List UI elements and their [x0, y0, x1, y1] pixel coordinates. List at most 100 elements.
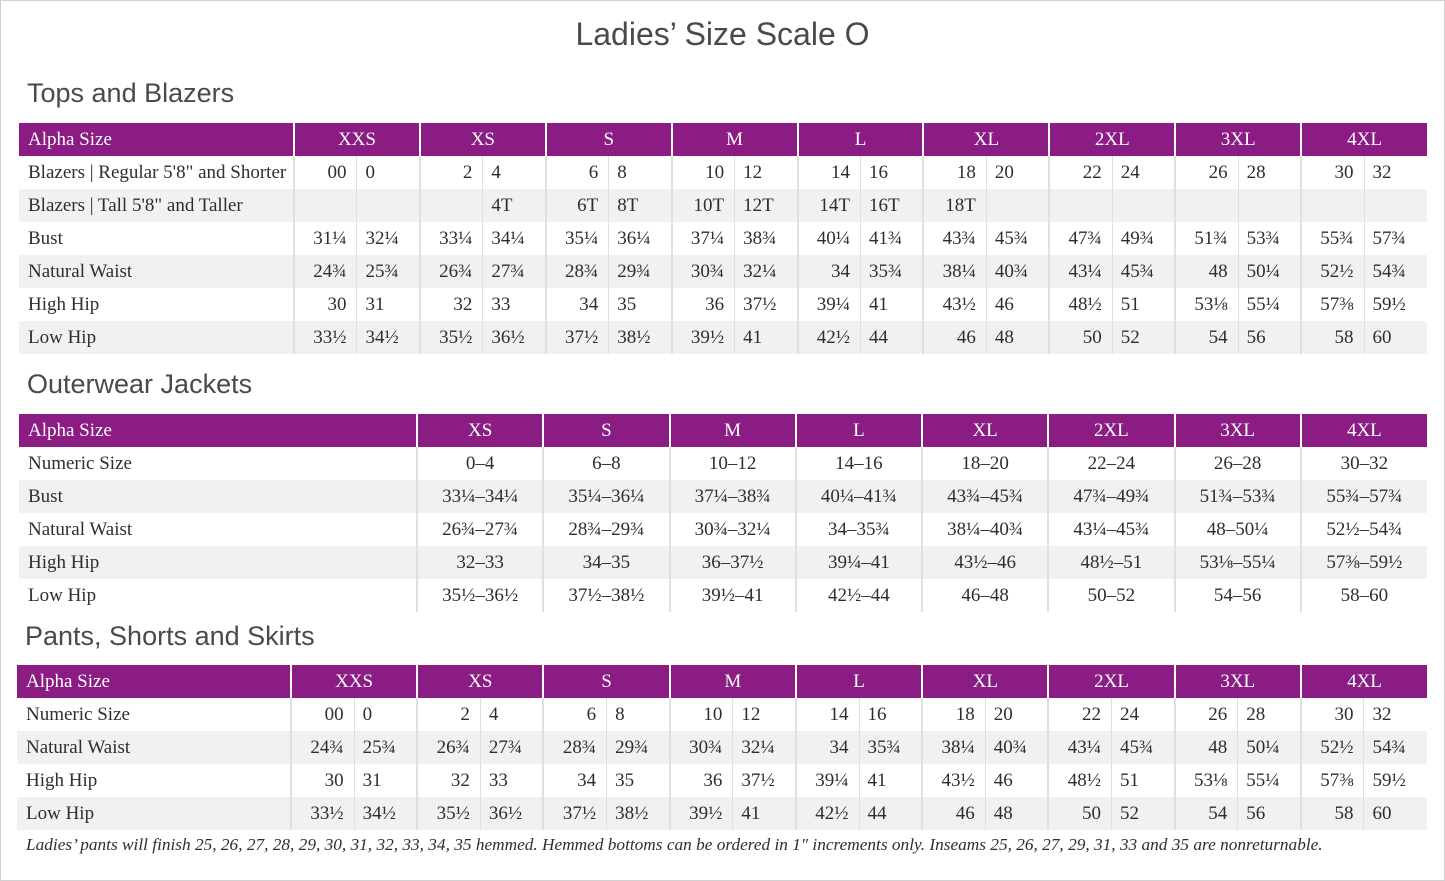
label-header: Alpha Size	[19, 123, 294, 156]
size-cell: 28	[1237, 698, 1301, 731]
size-header: S	[542, 414, 670, 447]
row-label: High Hip	[19, 546, 417, 579]
size-cell: 16	[859, 156, 924, 189]
size-header: 3XL	[1174, 123, 1302, 156]
row-label: Blazers | Tall 5'8" and Taller	[19, 189, 294, 222]
size-cell: 32–33	[415, 546, 544, 579]
size-header: L	[796, 123, 924, 156]
size-cell: 38¼–40¾	[920, 513, 1049, 546]
size-cell: 51¾	[1174, 222, 1239, 255]
size-cell: 34¼	[482, 222, 546, 255]
size-cell: 6	[544, 156, 609, 189]
size-cell: 32¼	[734, 255, 798, 288]
size-cell: 51	[1110, 764, 1175, 797]
size-table: Alpha Size XXS XS S M L XL 2XL 3XL 4XL Numeric Siz…	[17, 665, 1428, 830]
size-cell: 25¾	[353, 731, 418, 764]
size-cell: 22–24	[1047, 447, 1175, 480]
size-cell: 41	[859, 288, 924, 321]
size-cell: 43¼	[1048, 255, 1113, 288]
size-cell: 55¾–57¾	[1299, 480, 1427, 513]
size-cell: 28	[1237, 156, 1302, 189]
size-cell: 34	[542, 764, 607, 797]
row-label: Low Hip	[28, 584, 97, 606]
size-cell: 22	[1047, 698, 1112, 731]
size-header: S	[542, 665, 670, 698]
size-cell: 45¾	[1111, 255, 1176, 288]
size-cell: 20	[985, 156, 1050, 189]
size-cell: 43¾–45¾	[920, 480, 1049, 513]
size-cell: 31	[356, 288, 420, 321]
size-cell: 4	[482, 156, 546, 189]
table-row: Bust 33¼–34¼ 35¼–36¼ 37¼–38¾ 40¼–41¾ 43¾–45¾ 4…	[19, 480, 1427, 513]
size-cell: 47¾–49¾	[1047, 480, 1175, 513]
size-header: XL	[920, 414, 1049, 447]
size-cell: 30	[1300, 156, 1365, 189]
size-cell: 32	[416, 764, 481, 797]
size-cell: 36–37½	[668, 546, 796, 579]
size-cell: 28¾	[544, 255, 609, 288]
size-header: 2XL	[1047, 665, 1175, 698]
size-header: XXS	[293, 123, 420, 156]
size-cell: 43½	[922, 288, 987, 321]
size-header: L	[794, 414, 922, 447]
size-cell: 35	[606, 764, 670, 797]
size-cell: 30–32	[1299, 447, 1427, 480]
size-cell: 56	[1237, 797, 1301, 830]
size-header: XS	[416, 665, 544, 698]
size-cell: 58	[1300, 321, 1365, 354]
size-cell: 14	[796, 156, 861, 189]
size-cell: 31¼	[293, 222, 357, 255]
size-cell: 12	[732, 698, 796, 731]
table-row: Low Hip 33½ 34½ 35½ 36½ 37½ 38½ 39½ 41 42½ 44 46 48 5…	[19, 321, 1427, 354]
size-cell: 14–16	[794, 447, 922, 480]
size-cell: 39½–41	[668, 579, 796, 612]
size-cell: 27¾	[479, 731, 544, 764]
size-cell: 43¾	[922, 222, 987, 255]
header-row: Alpha Size XXS XS S M L XL 2XL 3XL 4XL	[17, 665, 1428, 698]
size-header: S	[544, 123, 672, 156]
size-cell: 43½–46	[920, 546, 1049, 579]
size-cell: 24¾	[289, 731, 355, 764]
size-cell: 6T	[544, 189, 609, 222]
size-cell: 50	[1048, 321, 1113, 354]
size-cell: 42½	[794, 797, 860, 830]
size-cell: 52½	[1299, 731, 1364, 764]
size-header: 2XL	[1047, 414, 1175, 447]
row-label: Natural Waist	[17, 731, 291, 764]
size-cell: 51	[1111, 288, 1176, 321]
size-cell: 46–48	[920, 579, 1049, 612]
size-cell: 43½	[921, 764, 986, 797]
size-cell: 38½	[606, 797, 670, 830]
size-cell: 48½	[1048, 288, 1113, 321]
size-cell: 53¾	[1237, 222, 1302, 255]
size-cell: 36½	[479, 797, 544, 830]
size-cell: 40¼	[796, 222, 861, 255]
size-cell: 47¾	[1048, 222, 1113, 255]
size-cell: 37½	[734, 288, 798, 321]
row-label: Numeric Size	[26, 703, 130, 725]
size-cell: 39¼–41	[794, 546, 922, 579]
size-cell: 50¼	[1237, 255, 1302, 288]
size-cell: 37¼–38¾	[668, 480, 796, 513]
size-cell: 46	[984, 764, 1049, 797]
size-cell: 30	[289, 764, 355, 797]
size-cell: 48½	[1047, 764, 1112, 797]
size-cell: 55¼	[1237, 288, 1302, 321]
size-cell: 33¼–34¼	[415, 480, 544, 513]
size-cell: 54¾	[1363, 255, 1427, 288]
size-header: 3XL	[1173, 665, 1301, 698]
page-title: Ladies’ Size Scale O	[575, 16, 870, 52]
row-label: Bust	[28, 227, 63, 249]
size-cell: 52	[1110, 797, 1175, 830]
size-cell: 36	[668, 764, 733, 797]
row-label: Natural Waist	[19, 255, 294, 288]
size-cell: 00	[293, 156, 357, 189]
size-cell: 18–20	[920, 447, 1049, 480]
size-cell: 36	[670, 288, 735, 321]
row-label: Low Hip	[17, 797, 291, 830]
size-cell: 12T	[734, 189, 798, 222]
table-row: Low Hip 35½–36½ 37½–38½ 39½–41 42½–44 46–48 50…	[19, 579, 1427, 612]
size-cell: 58–60	[1299, 579, 1427, 612]
section-heading: Outerwear Jackets	[27, 369, 253, 399]
